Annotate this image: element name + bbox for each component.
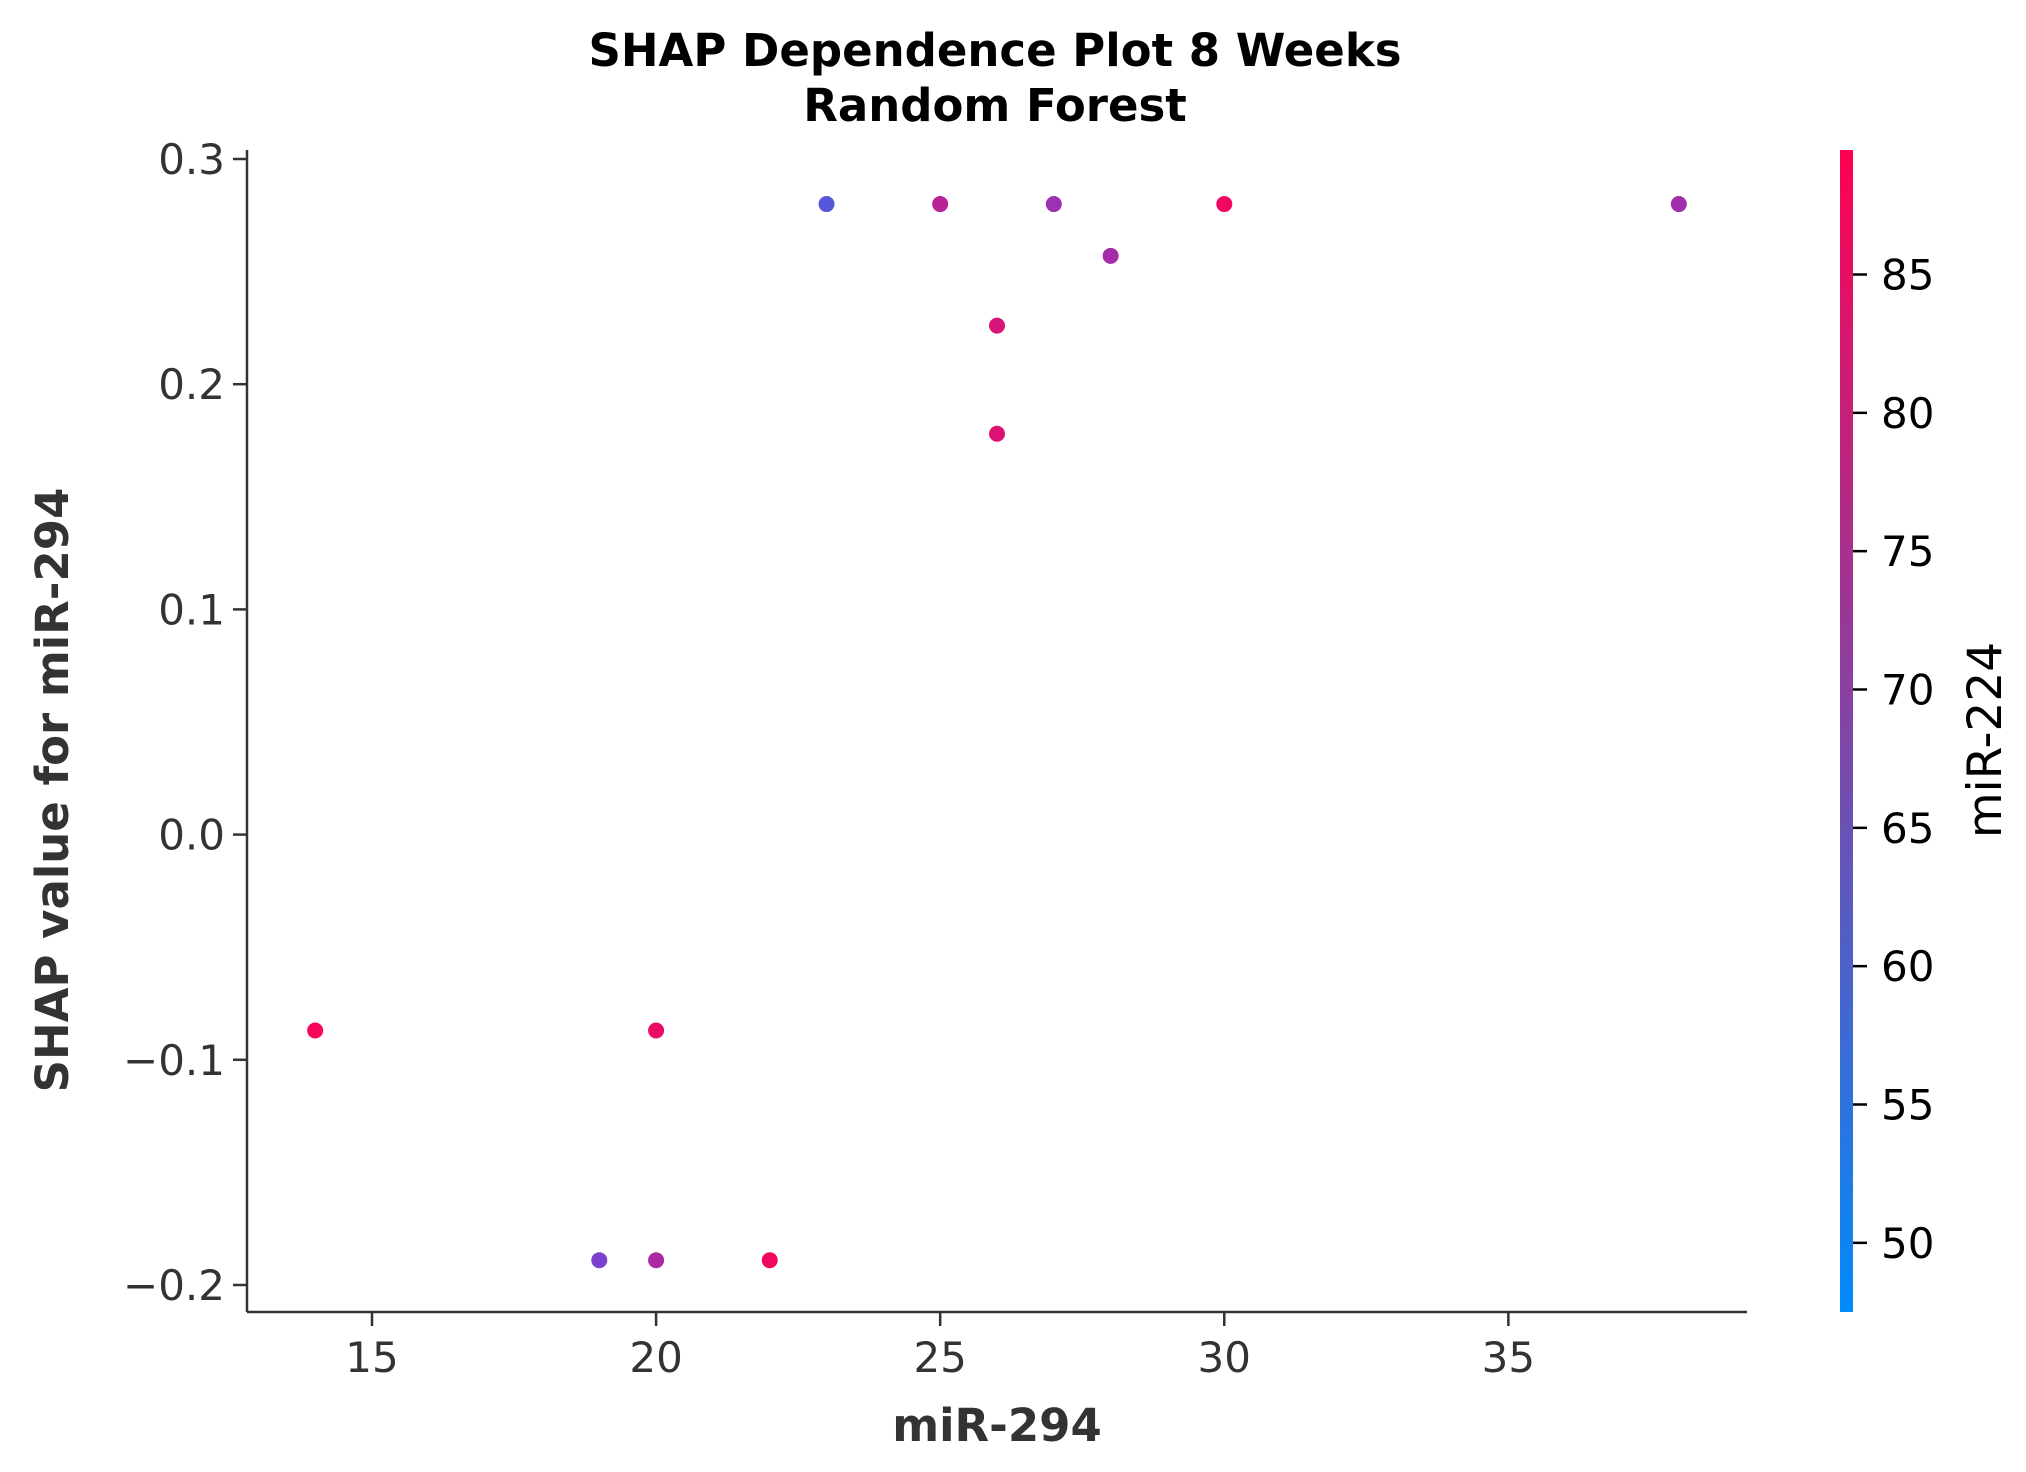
x-tick-label: 35 [1482, 1333, 1535, 1382]
scatter-point [761, 1252, 778, 1269]
scatter-point [1670, 196, 1687, 213]
chart-subtitle: Random Forest [803, 79, 1187, 132]
colorbar-tick-label: 70 [1881, 666, 1934, 715]
colorbar-tick-label: 75 [1881, 527, 1934, 576]
scatter-point [648, 1022, 665, 1039]
x-axis-ticks: 15 20 25 30 35 [345, 1312, 1535, 1382]
scatter-point [932, 196, 949, 213]
scatter-point [818, 196, 835, 213]
colorbar-tick-label: 50 [1881, 1219, 1934, 1268]
y-tick-label: 0.1 [158, 585, 225, 634]
colorbar-tick-label: 60 [1881, 942, 1934, 991]
colorbar-ticks: 50 55 60 65 70 75 80 85 [1853, 251, 1934, 1268]
x-tick-label: 25 [913, 1333, 966, 1382]
x-tick-label: 30 [1198, 1333, 1251, 1382]
y-tick-label: −0.1 [123, 1036, 225, 1085]
y-tick-label: 0.2 [158, 360, 225, 409]
y-axis-ticks: −0.2 −0.1 0.0 0.1 0.2 0.3 [123, 135, 247, 1310]
colorbar-tick-label: 80 [1881, 389, 1934, 438]
scatter-point [1216, 196, 1233, 213]
scatter-point [1045, 196, 1062, 213]
scatter-point [307, 1022, 324, 1039]
scatter-point [1102, 247, 1119, 264]
x-tick-label: 15 [345, 1333, 398, 1382]
scatter-point [989, 425, 1005, 442]
x-tick-label: 20 [629, 1333, 682, 1382]
colorbar-tick-label: 55 [1881, 1081, 1934, 1130]
colorbar-tick-label: 85 [1881, 251, 1934, 300]
scatter-point [591, 1252, 608, 1269]
y-tick-label: 0.0 [158, 811, 225, 860]
colorbar-tick-label: 65 [1881, 804, 1934, 853]
x-axis-label: miR-294 [892, 1399, 1102, 1452]
scatter-points [307, 196, 1687, 1269]
colorbar-label: miR-224 [1958, 642, 2013, 838]
scatter-point [989, 317, 1005, 334]
chart-title: SHAP Dependence Plot 8 Weeks [588, 24, 1401, 77]
y-tick-label: 0.3 [158, 135, 225, 184]
y-axis-label: SHAP value for miR-294 [26, 488, 79, 1093]
y-tick-label: −0.2 [123, 1261, 225, 1310]
scatter-point [648, 1252, 665, 1269]
colorbar [1840, 150, 1853, 1312]
